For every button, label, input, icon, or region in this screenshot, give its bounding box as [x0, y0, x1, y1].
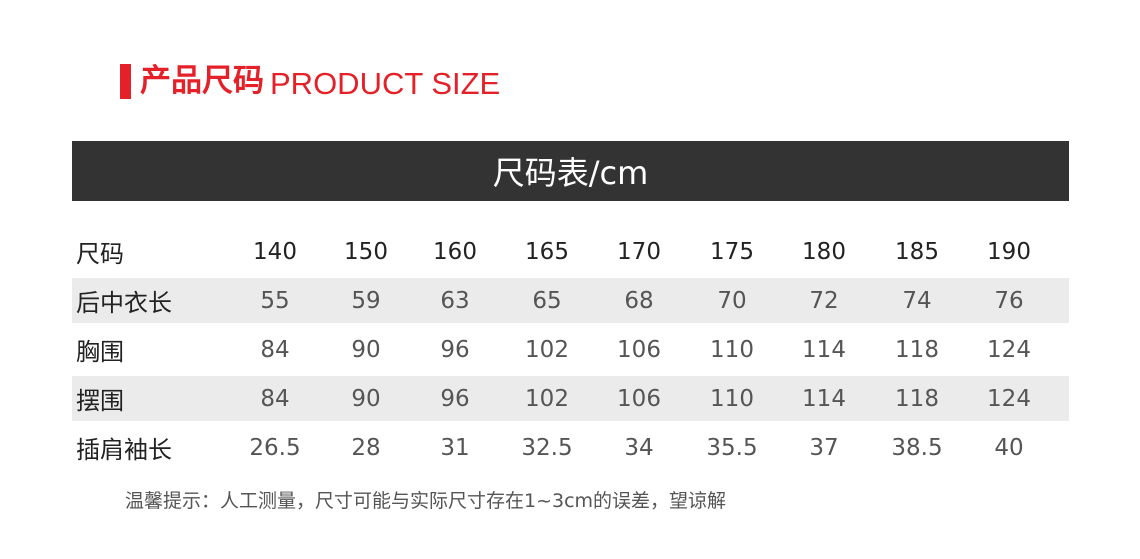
- header-label: 尺码: [76, 240, 124, 268]
- row-label: 后中衣长: [76, 289, 172, 317]
- table-cell: 118: [895, 336, 939, 363]
- table-cell: 110: [710, 385, 754, 412]
- size-column-header: 150: [344, 238, 388, 265]
- table-cell: 55: [260, 287, 290, 314]
- table-cell: 90: [351, 336, 381, 363]
- table-cell: 110: [710, 336, 754, 363]
- size-column-header: 190: [987, 238, 1031, 265]
- table-cell: 63: [440, 287, 470, 314]
- table-cell: 76: [994, 287, 1024, 314]
- size-column-header: 175: [710, 238, 754, 265]
- table-cell: 90: [351, 385, 381, 412]
- table-cell: 84: [260, 336, 290, 363]
- table-cell: 74: [902, 287, 932, 314]
- table-cell: 114: [802, 336, 846, 363]
- table-cell: 114: [802, 385, 846, 412]
- row-label: 摆围: [76, 387, 124, 415]
- table-cell: 31: [440, 434, 470, 461]
- table-row: 后中衣长 55 59 63 65 68 70 72 74 76: [72, 278, 1069, 323]
- table-cell: 28: [351, 434, 381, 461]
- table-cell: 102: [525, 336, 569, 363]
- table-cell: 84: [260, 385, 290, 412]
- table-cell: 68: [624, 287, 654, 314]
- table-cell: 70: [717, 287, 747, 314]
- section-title: 产品尺码 PRODUCT SIZE: [120, 62, 501, 101]
- table-cell: 59: [351, 287, 381, 314]
- size-column-header: 140: [253, 238, 297, 265]
- table-cell: 38.5: [891, 434, 943, 461]
- size-column-header: 180: [802, 238, 846, 265]
- table-row: 插肩袖长 26.5 28 31 32.5 34 35.5 37 38.5 40: [72, 423, 1069, 472]
- table-cell: 106: [617, 336, 661, 363]
- table-cell: 106: [617, 385, 661, 412]
- banner-text: 尺码表/cm: [492, 154, 649, 192]
- title-accent-bar: [120, 64, 131, 99]
- table-cell: 32.5: [521, 434, 573, 461]
- size-column-header: 170: [617, 238, 661, 265]
- table-cell: 65: [532, 287, 562, 314]
- table-row: 摆围 84 90 96 102 106 110 114 118 124: [72, 376, 1069, 421]
- table-cell: 96: [440, 385, 470, 412]
- size-column-header: 165: [525, 238, 569, 265]
- size-chart-banner: 尺码表/cm: [72, 141, 1069, 201]
- table-cell: 96: [440, 336, 470, 363]
- row-label: 插肩袖长: [76, 436, 172, 464]
- table-cell: 124: [987, 385, 1031, 412]
- title-cn: 产品尺码: [140, 63, 264, 99]
- table-cell: 102: [525, 385, 569, 412]
- row-label: 胸围: [76, 338, 124, 366]
- measurement-note: 温馨提示：人工测量，尺寸可能与实际尺寸存在1~3cm的误差，望谅解: [125, 490, 727, 512]
- size-column-header: 185: [895, 238, 939, 265]
- table-cell: 34: [624, 434, 654, 461]
- table-cell: 35.5: [706, 434, 758, 461]
- size-column-header: 160: [433, 238, 477, 265]
- table-cell: 124: [987, 336, 1031, 363]
- table-cell: 37: [809, 434, 839, 461]
- table-header-row: 尺码 140 150 160 165 170 175 180 185 190: [72, 227, 1069, 276]
- title-en: PRODUCT SIZE: [270, 66, 501, 101]
- table-row: 胸围 84 90 96 102 106 110 114 118 124: [72, 325, 1069, 374]
- table-cell: 72: [809, 287, 839, 314]
- table-cell: 118: [895, 385, 939, 412]
- table-cell: 26.5: [249, 434, 301, 461]
- size-table: 尺码 140 150 160 165 170 175 180 185 190 后中衣长 55 59 63 6…: [72, 227, 1069, 472]
- table-cell: 40: [994, 434, 1024, 461]
